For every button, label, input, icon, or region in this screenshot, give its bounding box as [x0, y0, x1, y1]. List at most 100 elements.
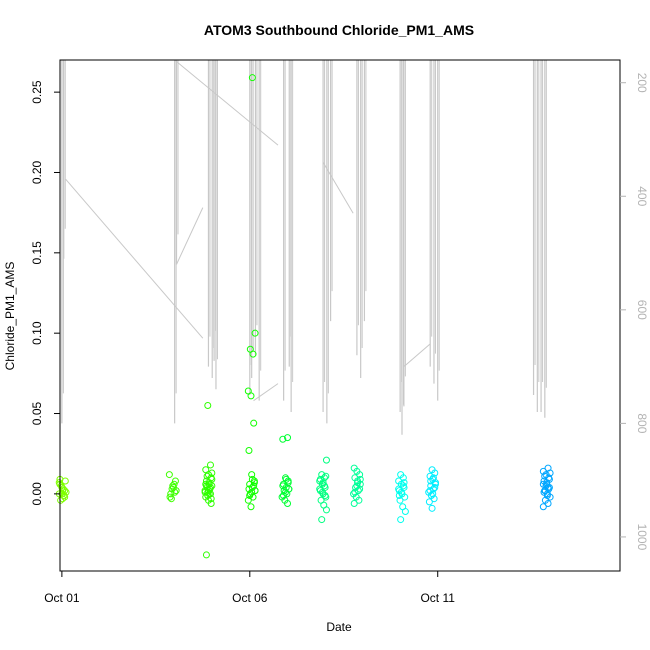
- chart-title: ATOM3 Southbound Chloride_PM1_AMS: [204, 22, 474, 38]
- y-right-tick-label: 800: [635, 413, 649, 433]
- scatter-point: [318, 516, 326, 524]
- secondary-connector: [322, 161, 354, 214]
- scatter-point: [60, 491, 68, 499]
- scatter-point: [431, 480, 439, 488]
- y-right-tick-label: 600: [635, 300, 649, 320]
- secondary-connector: [65, 178, 204, 339]
- scatter-point: [251, 329, 259, 337]
- scatter-point: [425, 498, 433, 506]
- scatter-point: [539, 503, 547, 511]
- scatter-point: [544, 500, 552, 508]
- x-tick-label: Oct 11: [420, 591, 455, 605]
- scatter-point: [248, 471, 256, 479]
- y-right-tick-label: 1000: [635, 524, 649, 551]
- scatter-point: [546, 469, 554, 477]
- scatter-point: [544, 483, 552, 491]
- scatter-point: [320, 482, 328, 490]
- y-axis-label: Chloride_PM1_AMS: [3, 262, 17, 371]
- scatter-point: [401, 508, 409, 516]
- scatter-point: [356, 471, 364, 479]
- scatter-point: [400, 479, 408, 487]
- scatter-point: [395, 491, 403, 499]
- scatter-point: [428, 504, 436, 512]
- secondary-connector: [403, 343, 431, 367]
- scatter-point: [207, 500, 215, 508]
- scatter-point: [57, 496, 65, 504]
- scatter-point: [429, 490, 437, 498]
- scatter-point: [351, 488, 359, 496]
- scatter-point: [322, 472, 330, 480]
- scatter-point: [399, 474, 407, 482]
- scatter-point: [279, 491, 287, 499]
- scatter-point: [541, 472, 549, 480]
- scatter-point: [431, 469, 439, 477]
- scatter-point: [55, 479, 63, 487]
- x-tick-label: Oct 06: [232, 591, 268, 605]
- scatter-point: [285, 485, 293, 493]
- scatter-point: [356, 475, 364, 483]
- scatter-point: [429, 474, 437, 482]
- scatter-point: [248, 475, 256, 483]
- scatter-point: [166, 493, 174, 501]
- scatter-point: [279, 482, 287, 490]
- y-right-tick-label: 200: [635, 73, 649, 93]
- y-axis: 0.00 0.05 0.10 0.15 0.20 0.25: [30, 80, 60, 506]
- scatter-point: [249, 493, 257, 501]
- secondary-series: [61, 59, 547, 435]
- y-tick-label: 0.05: [30, 402, 44, 426]
- x-axis: Oct 01 Oct 06 Oct 11: [44, 571, 455, 605]
- scatter-point: [206, 461, 214, 469]
- scatter-point: [202, 551, 210, 559]
- scatter-point: [251, 487, 259, 495]
- scatter-point: [167, 490, 175, 498]
- y-right-tick-label: 400: [635, 186, 649, 206]
- scatter-point: [284, 434, 292, 442]
- scatter-point: [167, 495, 175, 503]
- scatter-point: [61, 487, 69, 495]
- scatter-points: [55, 74, 554, 559]
- scatter-point: [279, 435, 287, 443]
- y-tick-label: 0.10: [30, 321, 44, 345]
- x-axis-label: Date: [326, 620, 352, 634]
- scatter-point: [322, 456, 330, 464]
- scatter-point: [172, 487, 180, 495]
- scatter-point: [354, 487, 362, 495]
- y-tick-label: 0.20: [30, 160, 44, 184]
- scatter-point: [202, 482, 210, 490]
- scatter-point: [250, 482, 258, 490]
- secondary-connector: [253, 383, 279, 402]
- scatter-point: [205, 490, 213, 498]
- plot-frame: [59, 59, 621, 572]
- scatter-point: [322, 506, 330, 514]
- scatter-point: [204, 401, 212, 409]
- scatter-point: [245, 446, 253, 454]
- scatter-point: [350, 500, 358, 508]
- x-tick-label: Oct 01: [44, 591, 80, 605]
- y-axis-right: 200 400 600 800 1000: [620, 73, 649, 551]
- secondary-connector: [174, 59, 279, 146]
- scatter-point: [248, 74, 256, 82]
- scatter-point: [246, 491, 254, 499]
- scatter-point: [249, 350, 257, 358]
- scatter-point: [397, 516, 405, 524]
- secondary-connector: [176, 207, 204, 265]
- scatter-point: [171, 477, 179, 485]
- scatter-point: [320, 474, 328, 482]
- scatter-point: [171, 488, 179, 496]
- y-tick-label: 0.00: [30, 482, 44, 506]
- scatter-point: [539, 480, 547, 488]
- scatter-point: [430, 495, 438, 503]
- scatter-point: [247, 392, 255, 400]
- scatter-point: [284, 500, 292, 508]
- scatter-point: [282, 475, 290, 483]
- scatter-point: [319, 479, 327, 487]
- y-tick-label: 0.25: [30, 80, 44, 104]
- scatter-point: [208, 469, 216, 477]
- scatter-point: [244, 496, 252, 504]
- y-tick-label: 0.15: [30, 241, 44, 265]
- scatter-point: [247, 503, 255, 511]
- scatter-point: [203, 472, 211, 480]
- scatter-point: [399, 482, 407, 490]
- scatter-point: [250, 419, 258, 427]
